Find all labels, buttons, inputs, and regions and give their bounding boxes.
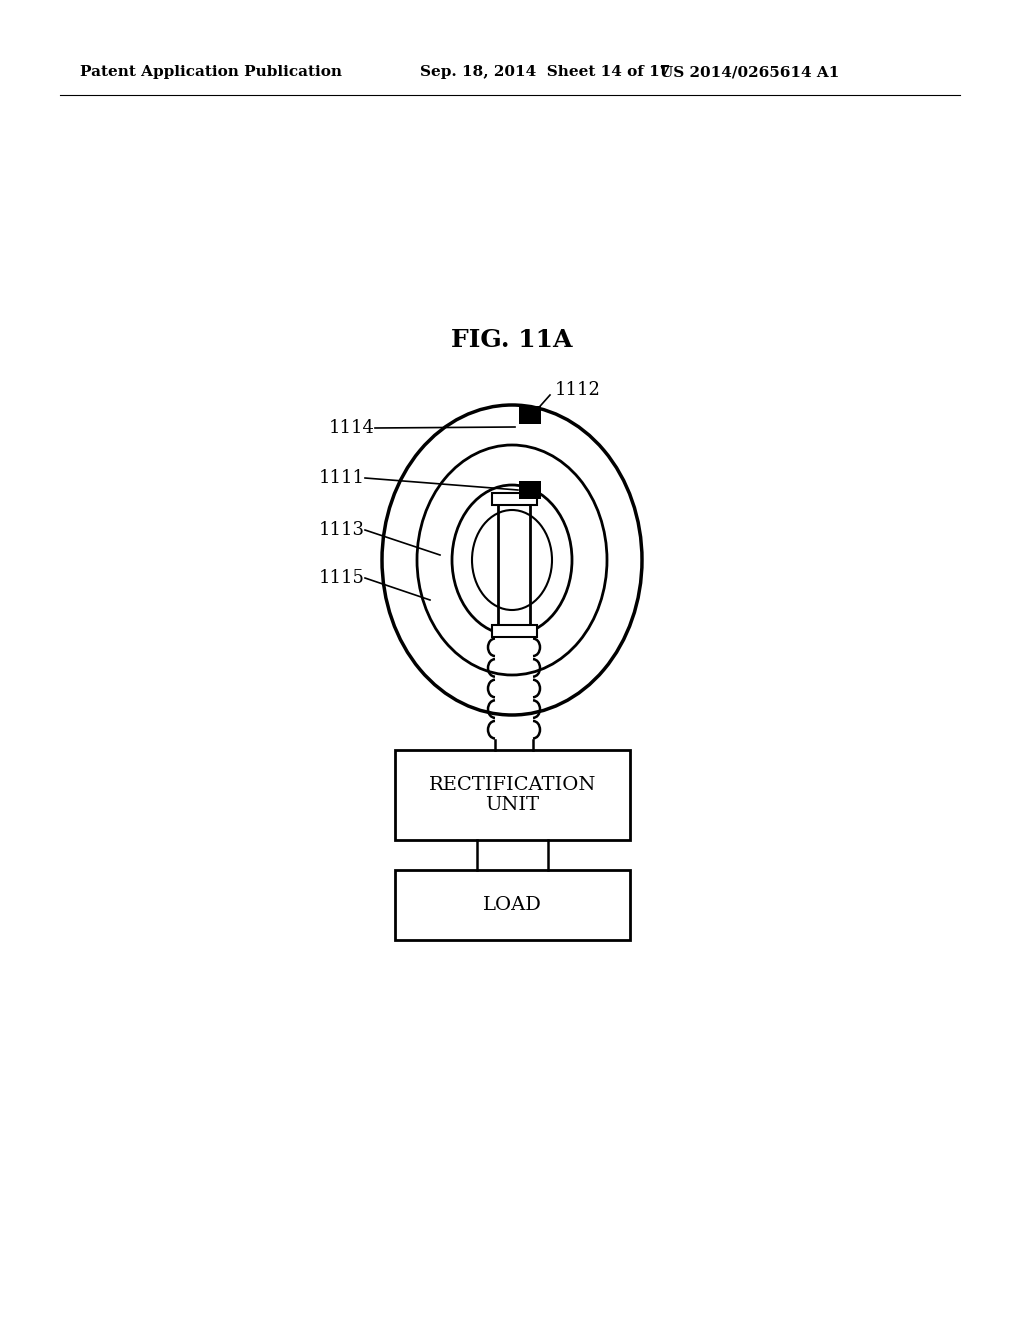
Bar [519,407,541,424]
Text: FIG. 11A: FIG. 11A [452,327,572,352]
Bar [492,624,537,638]
Text: 1113: 1113 [319,521,365,539]
Text: Patent Application Publication: Patent Application Publication [80,65,342,79]
Bar [492,492,537,506]
Text: RECTIFICATION
UNIT: RECTIFICATION UNIT [429,776,596,814]
Text: LOAD: LOAD [483,896,542,913]
Text: 1114: 1114 [329,418,375,437]
Text: 1112: 1112 [555,381,601,399]
Ellipse shape [382,405,642,715]
Ellipse shape [452,484,572,635]
Ellipse shape [472,510,552,610]
Text: 1115: 1115 [319,569,365,587]
Bar [519,480,541,499]
Text: Sep. 18, 2014  Sheet 14 of 17: Sep. 18, 2014 Sheet 14 of 17 [420,65,671,79]
Bar [395,870,630,940]
Text: 1111: 1111 [319,469,365,487]
Bar [395,750,630,840]
Text: US 2014/0265614 A1: US 2014/0265614 A1 [660,65,840,79]
